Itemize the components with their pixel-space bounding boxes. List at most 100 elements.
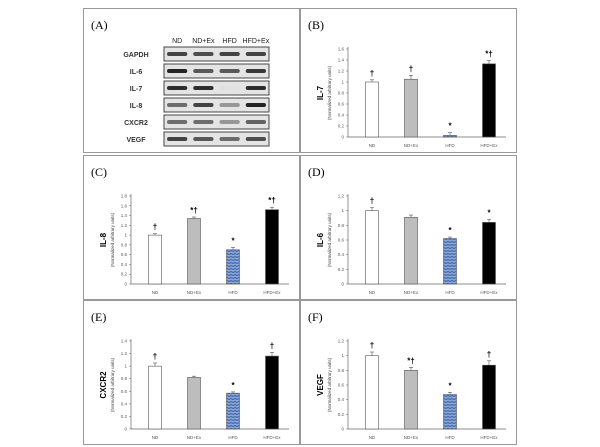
y-tick-label: 0.2 [338, 124, 345, 129]
bar-hfd-ex [265, 355, 279, 430]
panel-a-western-blot: (A) ND ND+Ex HFD HFD+Ex GAPDH IL-6 IL-7 IL-8 CXCR… [83, 8, 300, 153]
y-tick-label: 0.8 [338, 368, 345, 373]
y-tick-label: 0.4 [338, 113, 345, 118]
blot-row-label: VEGF [126, 137, 146, 144]
y-tick-label: 0.2 [121, 272, 128, 277]
significance-annotation: † [370, 197, 374, 206]
y-tick-label: 1.2 [338, 339, 345, 344]
y-tick-label: 0.8 [121, 376, 128, 381]
y-tick-label: 0.2 [121, 414, 128, 419]
y-axis-label: IL-6 [316, 232, 325, 247]
bar-nd [148, 365, 162, 430]
y-tick-label: 0 [341, 282, 344, 287]
bar-chart-svg: (F) VEGF (Normalized arbitrary units) 0 0.2 0… [308, 310, 506, 440]
y-tick-label: 0.8 [338, 223, 345, 228]
x-tick-label: HFD+Ex [263, 435, 281, 440]
significance-annotation: † [153, 352, 157, 361]
y-axis-sublabel: (Normalized arbitrary units) [110, 212, 115, 267]
y-tick-label: 0.6 [338, 383, 345, 388]
blot-strip [163, 97, 270, 113]
blot-column-label: HFD+Ex [243, 38, 270, 45]
blot-strip [163, 80, 270, 96]
blot-band [219, 120, 240, 124]
y-axis-label: IL-8 [99, 232, 108, 247]
panel-c-il8-chart: (C) IL-8 (Normalized arbitrary units) 0 0.2 0… [83, 155, 300, 300]
blot-band [245, 69, 266, 73]
panel-d-il6-chart: (D) IL-6 (Normalized arbitrary units) 0 0.2 0… [300, 155, 517, 300]
bar-hfd [443, 135, 457, 138]
blot-strip [163, 63, 270, 79]
y-tick-label: 0 [124, 282, 127, 287]
blot-band [167, 137, 188, 141]
blot-strip [163, 114, 270, 130]
blot-column-label: HFD [222, 38, 236, 45]
blot-band [193, 69, 214, 73]
y-tick-label: 0.2 [338, 412, 345, 417]
significance-annotation: * [448, 381, 452, 390]
y-axis-label: IL-7 [316, 85, 325, 100]
bar-hfd [226, 392, 240, 430]
blot-band [167, 103, 188, 107]
blot-band [167, 52, 188, 56]
x-tick-label: ND+Ex [187, 435, 202, 440]
panel-label: (D) [308, 165, 325, 179]
y-tick-label: 1.2 [121, 351, 128, 356]
significance-annotation: * [231, 381, 235, 390]
panel-f-vegf-chart: (F) VEGF (Normalized arbitrary units) 0 0.2 0… [300, 300, 517, 445]
blot-band [167, 69, 188, 73]
y-tick-label: 1 [124, 364, 127, 369]
bar-nd-ex [404, 216, 418, 285]
significance-annotation: * [448, 122, 452, 131]
y-tick-label: 0 [124, 427, 127, 432]
x-tick-label: HFD+Ex [480, 290, 498, 295]
significance-annotation: * [487, 208, 491, 217]
x-tick-label: ND [369, 435, 376, 440]
bar-nd [365, 81, 379, 138]
x-tick-label: HFD [228, 435, 238, 440]
y-tick-label: 1.6 [121, 203, 128, 208]
y-tick-label: 0.4 [121, 401, 128, 406]
x-tick-label: ND+Ex [187, 290, 202, 295]
significance-annotation: * [448, 226, 452, 235]
x-tick-label: HFD [445, 435, 455, 440]
blot-column-label: ND [172, 38, 182, 45]
bar-chart-svg: (D) IL-6 (Normalized arbitrary units) 0 0.2 0… [308, 165, 506, 295]
blot-row-label: IL-8 [130, 103, 143, 110]
bar-chart-svg: (C) IL-8 (Normalized arbitrary units) 0 0.2 0… [91, 165, 289, 295]
x-tick-label: ND [152, 290, 159, 295]
blot-row-label: IL-6 [130, 69, 143, 76]
blot-row-label: CXCR2 [124, 120, 148, 127]
y-axis-sublabel: (Normalized arbitrary units) [327, 357, 332, 412]
x-tick-label: HFD [228, 290, 238, 295]
significance-annotation: *† [268, 196, 276, 205]
significance-annotation: † [270, 341, 274, 350]
significance-annotation: *† [190, 206, 198, 215]
western-blot-svg: (A) ND ND+Ex HFD HFD+Ex GAPDH IL-6 IL-7 IL-8 CXCR… [91, 18, 270, 147]
blot-band [219, 52, 240, 56]
significance-annotation: † [370, 69, 374, 78]
y-axis-label: VEGF [316, 374, 325, 396]
panel-label: (A) [91, 18, 108, 32]
bar-hfd-ex [482, 222, 496, 285]
y-tick-label: 0.8 [338, 91, 345, 96]
x-tick-label: ND+Ex [404, 143, 419, 148]
blot-band [193, 103, 214, 107]
y-tick-label: 0.6 [121, 389, 128, 394]
significance-annotation: * [231, 236, 235, 245]
y-tick-label: 1.8 [121, 194, 128, 199]
significance-annotation: † [487, 350, 491, 359]
x-tick-label: ND [152, 435, 159, 440]
y-tick-label: 0.6 [338, 102, 345, 107]
y-tick-label: 1 [341, 80, 344, 85]
blot-band [193, 137, 214, 141]
bar-hfd-ex [265, 209, 279, 285]
bar-chart-svg: (B) IL-7 (Normalized arbitrary units) 0 0.2 0… [308, 18, 506, 148]
bar-nd-ex [187, 218, 201, 285]
y-tick-label: 0.4 [338, 252, 345, 257]
panel-label: (B) [308, 18, 324, 32]
y-tick-label: 1.4 [121, 339, 128, 344]
bar-hfd [443, 238, 457, 285]
x-tick-label: HFD+Ex [480, 143, 498, 148]
y-tick-label: 0.6 [338, 238, 345, 243]
y-axis-sublabel: (Normalized arbitrary units) [327, 65, 332, 120]
